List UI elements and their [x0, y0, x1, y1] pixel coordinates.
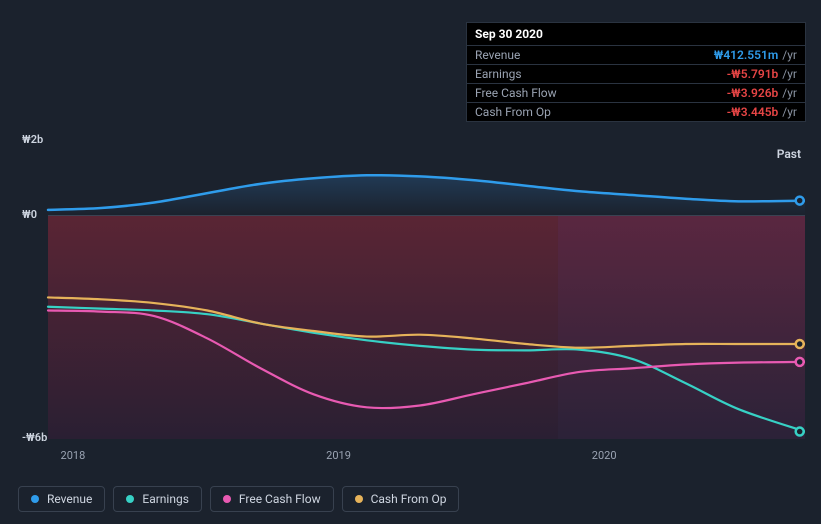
- x-tick-label: 2020: [592, 449, 617, 462]
- legend-item-cfo[interactable]: Cash From Op: [342, 486, 460, 512]
- revenue-area: [48, 175, 805, 215]
- tooltip-value-wrap: -₩5.791b/yr: [727, 67, 797, 81]
- shade-left: [48, 216, 558, 440]
- legend-item-fcf[interactable]: Free Cash Flow: [210, 486, 334, 512]
- tooltip-value-wrap: ₩412.551m/yr: [714, 48, 797, 62]
- legend-item-revenue[interactable]: Revenue: [18, 486, 105, 512]
- shade-right: [558, 216, 805, 440]
- tooltip-suffix: /yr: [782, 48, 797, 62]
- tooltip-value: -₩5.791b: [727, 67, 779, 81]
- tooltip-label: Revenue: [475, 48, 520, 62]
- marker-fcf: [796, 358, 804, 366]
- tooltip-label: Earnings: [475, 67, 522, 81]
- tooltip-suffix: /yr: [782, 67, 797, 81]
- line-chart-svg: [18, 125, 805, 474]
- tooltip-value: -₩3.926b: [727, 86, 779, 100]
- tooltip-value-wrap: -₩3.445b/yr: [727, 105, 797, 119]
- legend-item-earnings[interactable]: Earnings: [113, 486, 202, 512]
- y-tick-label: ₩2b: [22, 133, 43, 146]
- legend-label: Cash From Op: [371, 492, 447, 506]
- marker-revenue: [796, 197, 804, 205]
- legend-label: Free Cash Flow: [239, 492, 321, 506]
- tooltip-row: Cash From Op -₩3.445b/yr: [467, 102, 805, 121]
- legend-dot: [31, 495, 39, 503]
- y-tick-label: ₩0: [22, 208, 37, 221]
- legend-label: Revenue: [47, 492, 92, 506]
- tooltip-row: Earnings -₩5.791b/yr: [467, 64, 805, 83]
- legend-dot: [355, 495, 363, 503]
- tooltip-suffix: /yr: [782, 86, 797, 100]
- tooltip-label: Free Cash Flow: [475, 86, 557, 100]
- chart-area: ₩2b ₩0 -₩6b 2018 2019 2020 Past: [18, 125, 805, 474]
- tooltip-row: Revenue ₩412.551m/yr: [467, 45, 805, 64]
- legend-dot: [126, 495, 134, 503]
- chart-legend: Revenue Earnings Free Cash Flow Cash From O…: [18, 486, 459, 512]
- legend-label: Earnings: [142, 492, 189, 506]
- tooltip-label: Cash From Op: [475, 105, 551, 119]
- marker-cfo: [796, 340, 804, 348]
- tooltip-row: Free Cash Flow -₩3.926b/yr: [467, 83, 805, 102]
- tooltip-suffix: /yr: [782, 105, 797, 119]
- tooltip-value: -₩3.445b: [727, 105, 779, 119]
- x-tick-label: 2018: [61, 449, 86, 462]
- x-tick-label: 2019: [326, 449, 351, 462]
- tooltip-value: ₩412.551m: [714, 48, 779, 62]
- legend-dot: [223, 495, 231, 503]
- chart-tooltip: Sep 30 2020 Revenue ₩412.551m/yr Earnings -…: [466, 22, 806, 122]
- past-label: Past: [777, 147, 801, 161]
- tooltip-date: Sep 30 2020: [467, 23, 805, 45]
- marker-earnings: [796, 428, 804, 436]
- tooltip-value-wrap: -₩3.926b/yr: [727, 86, 797, 100]
- y-tick-label: -₩6b: [22, 431, 47, 444]
